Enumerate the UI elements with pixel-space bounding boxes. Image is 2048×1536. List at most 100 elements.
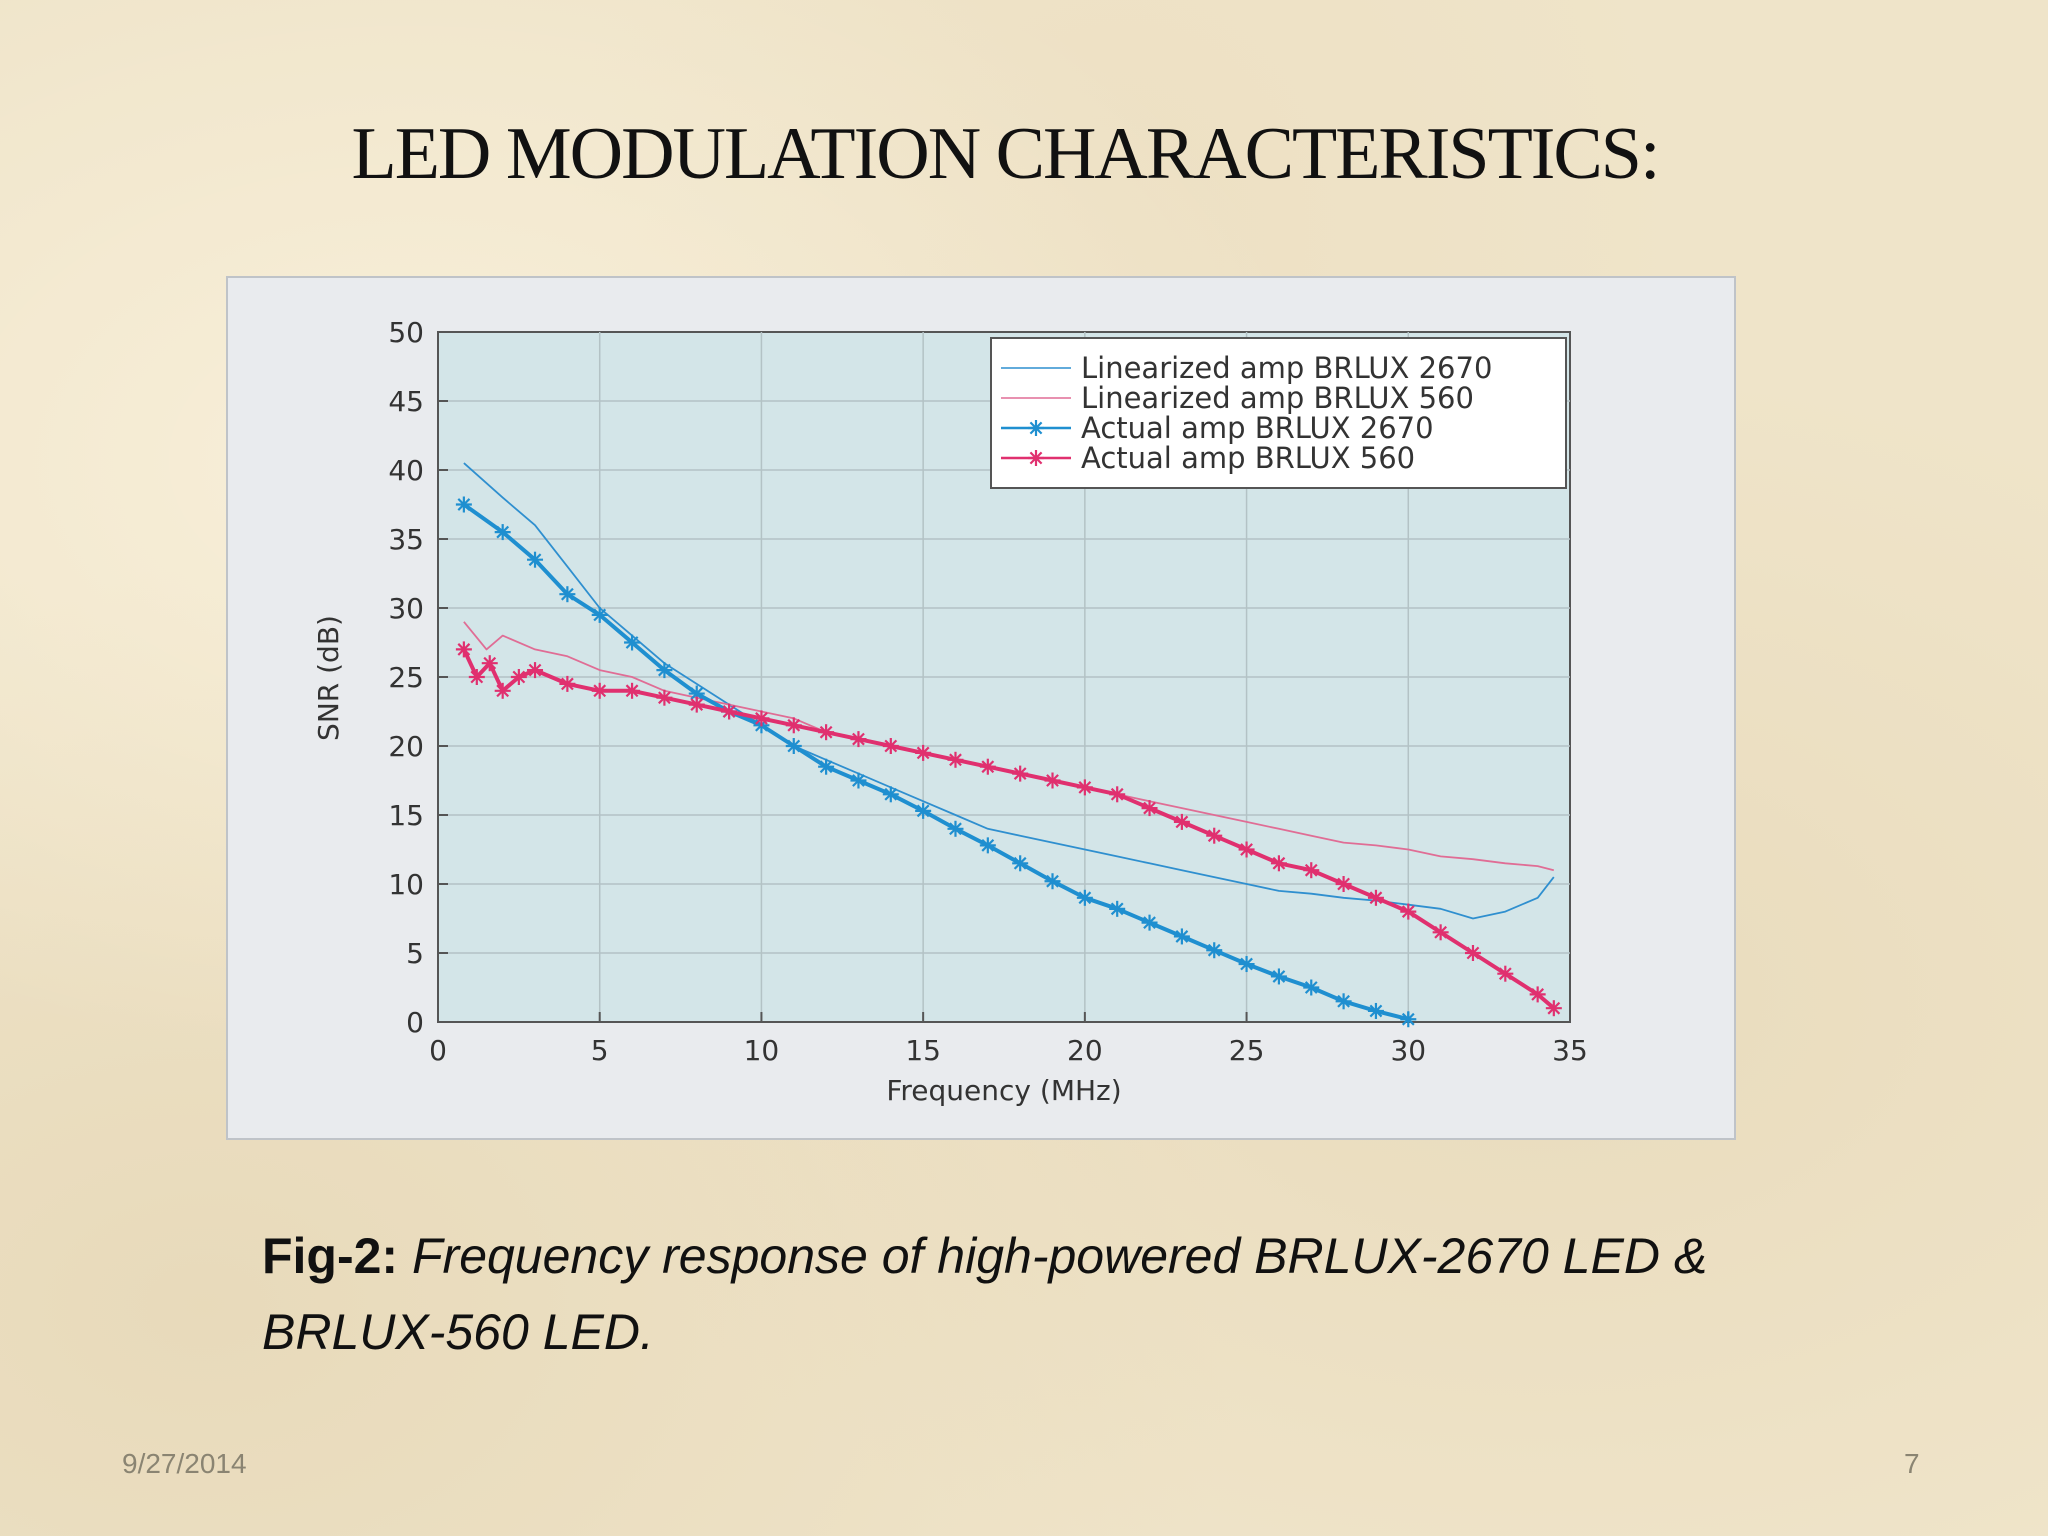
data-point-2 bbox=[1400, 1011, 1417, 1028]
data-point-3 bbox=[624, 682, 641, 699]
legend-label-3: Actual amp BRLUX 560 bbox=[1081, 441, 1415, 475]
legend-label-0: Linearized amp BRLUX 2670 bbox=[1081, 351, 1492, 385]
x-tick-label: 30 bbox=[1390, 1034, 1426, 1067]
data-point-2 bbox=[1076, 889, 1093, 906]
data-point-3 bbox=[1367, 889, 1384, 906]
y-tick-label: 25 bbox=[388, 661, 424, 694]
x-tick-label: 35 bbox=[1552, 1034, 1588, 1067]
data-point-2 bbox=[656, 662, 673, 679]
footer-date: 9/27/2014 bbox=[122, 1448, 247, 1479]
snr-frequency-chart: 0 5 10 15 20 25 30 35 0 5 10 15 20 25 30 35 40 45 50 Frequ… bbox=[312, 316, 1588, 1107]
data-point-3 bbox=[1044, 772, 1061, 789]
data-point-3 bbox=[785, 717, 802, 734]
figure-caption: Fig-2: Frequency response of high-powere… bbox=[262, 1218, 1902, 1370]
data-point-3 bbox=[510, 669, 527, 685]
data-point-3 bbox=[1173, 813, 1190, 830]
y-tick-label: 45 bbox=[388, 385, 424, 418]
data-point-3 bbox=[882, 738, 899, 754]
data-point-2 bbox=[494, 524, 511, 541]
data-point-3 bbox=[818, 724, 835, 741]
data-point-3 bbox=[1464, 945, 1481, 961]
data-point-3 bbox=[1141, 800, 1158, 817]
data-point-2 bbox=[624, 634, 641, 651]
data-point-3 bbox=[559, 675, 576, 692]
series-lines bbox=[455, 462, 1562, 1028]
x-tick-label: 10 bbox=[744, 1034, 780, 1067]
x-tick-label: 25 bbox=[1229, 1034, 1265, 1067]
data-point-2 bbox=[527, 551, 544, 568]
data-point-3 bbox=[1335, 876, 1352, 892]
data-point-3 bbox=[1303, 862, 1320, 879]
page-number: 7 bbox=[1904, 1448, 1920, 1479]
data-point-2 bbox=[850, 772, 867, 789]
data-point-2 bbox=[1044, 873, 1061, 890]
data-point-2 bbox=[947, 820, 964, 837]
data-point-3 bbox=[481, 655, 498, 672]
data-point-3 bbox=[468, 669, 485, 685]
data-point-2 bbox=[1012, 855, 1029, 872]
data-point-2 bbox=[559, 586, 576, 603]
y-tick-label: 50 bbox=[388, 316, 424, 349]
y-tick-label: 10 bbox=[388, 868, 424, 901]
data-point-3 bbox=[1529, 986, 1546, 1003]
y-tick-label: 0 bbox=[406, 1006, 424, 1039]
data-point-3 bbox=[1545, 1000, 1562, 1017]
data-point-3 bbox=[753, 710, 770, 727]
data-point-2 bbox=[1335, 993, 1352, 1010]
data-point-3 bbox=[591, 682, 608, 699]
data-point-2 bbox=[1206, 942, 1223, 959]
data-point-3 bbox=[721, 703, 738, 720]
y-tick-label: 40 bbox=[388, 454, 424, 487]
data-point-2 bbox=[455, 496, 472, 513]
x-tick-label: 5 bbox=[591, 1034, 609, 1067]
y-tick-label: 20 bbox=[388, 730, 424, 763]
data-point-3 bbox=[979, 758, 996, 775]
figure-frame: 0 5 10 15 20 25 30 35 0 5 10 15 20 25 30 35 40 45 50 Frequ… bbox=[226, 276, 1736, 1140]
data-point-2 bbox=[1173, 928, 1190, 945]
x-tick-label: 20 bbox=[1067, 1034, 1103, 1067]
data-point-3 bbox=[1076, 779, 1093, 796]
slide-title: LED MODULATION CHARACTERISTICS: bbox=[351, 113, 1661, 195]
data-point-3 bbox=[1206, 827, 1223, 844]
data-point-3 bbox=[1238, 841, 1255, 858]
data-point-2 bbox=[1141, 914, 1158, 931]
data-point-2 bbox=[1367, 1002, 1384, 1019]
axis-ticks: 0 5 10 15 20 25 30 35 0 5 10 15 20 25 30 35 40 45 50 bbox=[388, 316, 1587, 1067]
data-point-2 bbox=[1303, 979, 1320, 996]
data-point-3 bbox=[947, 751, 964, 768]
data-point-2 bbox=[785, 738, 802, 754]
y-tick-label: 35 bbox=[388, 523, 424, 556]
legend-box bbox=[990, 337, 1567, 489]
data-point-3 bbox=[656, 689, 673, 706]
data-point-3 bbox=[1270, 855, 1287, 872]
x-tick-label: 0 bbox=[429, 1034, 447, 1067]
x-axis-label: Frequency (MHz) bbox=[886, 1074, 1121, 1107]
data-point-3 bbox=[1109, 786, 1126, 803]
data-point-2 bbox=[688, 685, 705, 702]
data-point-3 bbox=[915, 744, 932, 761]
data-point-2 bbox=[1270, 968, 1287, 985]
y-tick-label: 5 bbox=[406, 937, 424, 970]
legend-marker-2 bbox=[1028, 420, 1044, 436]
data-point-3 bbox=[1432, 924, 1449, 941]
data-point-3 bbox=[850, 731, 867, 748]
caption-label: Fig-2: bbox=[262, 1228, 399, 1284]
y-axis-label: SNR (dB) bbox=[312, 615, 345, 741]
series-line-3 bbox=[462, 648, 1556, 1010]
data-point-2 bbox=[882, 786, 899, 803]
data-point-3 bbox=[1497, 965, 1514, 982]
legend-marker-3 bbox=[1028, 450, 1044, 466]
data-point-2 bbox=[1238, 956, 1255, 973]
data-point-2 bbox=[818, 758, 835, 775]
data-point-3 bbox=[455, 641, 472, 658]
data-point-2 bbox=[591, 606, 608, 623]
y-tick-label: 15 bbox=[388, 799, 424, 832]
y-tick-label: 30 bbox=[388, 592, 424, 625]
caption-text: Frequency response of high-powered BRLUX… bbox=[262, 1228, 1708, 1360]
data-point-3 bbox=[527, 662, 544, 679]
legend-label-1: Linearized amp BRLUX 560 bbox=[1081, 381, 1474, 415]
data-point-3 bbox=[688, 696, 705, 713]
data-point-2 bbox=[979, 837, 996, 854]
x-tick-label: 15 bbox=[905, 1034, 941, 1067]
